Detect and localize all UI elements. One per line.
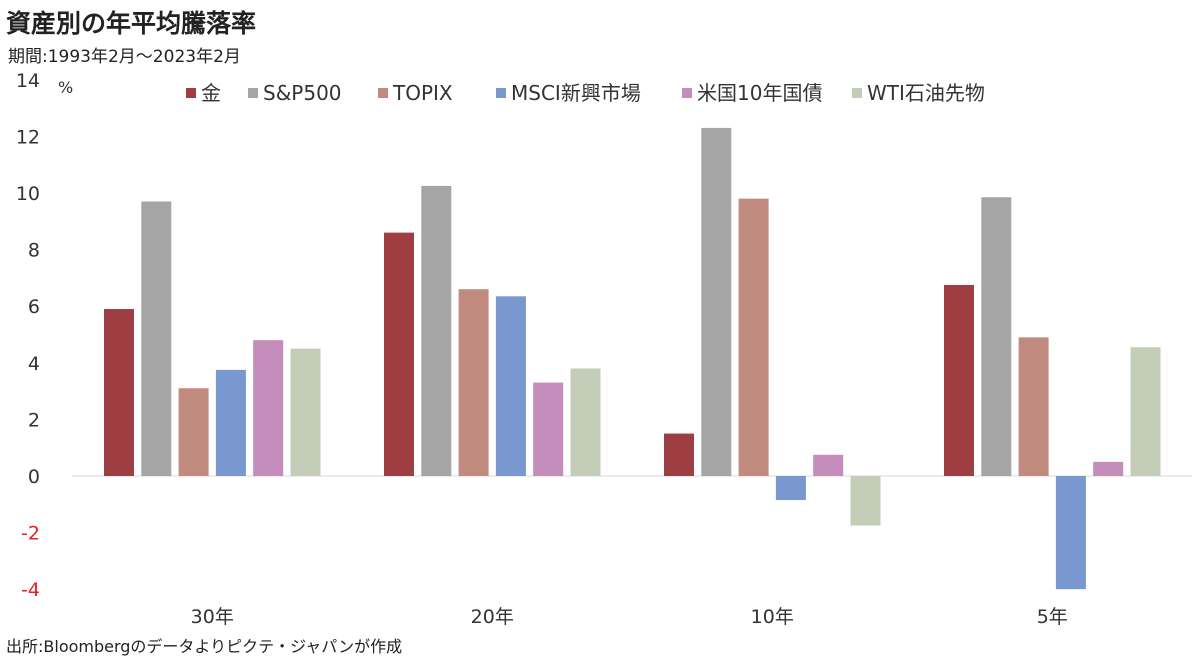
chart-title: 資産別の年平均騰落率	[6, 9, 257, 38]
legend-label: 米国10年国債	[697, 81, 822, 105]
bar-TOPIX-10年	[738, 198, 769, 476]
bar-WTI石油先物-20年	[570, 368, 601, 476]
y-tick-label: -2	[21, 523, 40, 545]
y-tick-label: 8	[28, 240, 40, 262]
bar-MSCI新興市場-30年	[215, 369, 246, 476]
bar-MSCI新興市場-5年	[1055, 476, 1086, 590]
y-tick-label: 12	[16, 126, 40, 148]
bar-MSCI新興市場-20年	[495, 296, 526, 476]
x-tick-label: 5年	[1037, 606, 1068, 628]
legend-swatch-WTI石油先物	[852, 88, 862, 98]
y-tick-label: 14	[16, 70, 40, 92]
bar-S&P500-5年	[981, 197, 1012, 476]
bar-S&P500-30年	[141, 201, 172, 477]
x-tick-label: 10年	[751, 606, 794, 628]
legend-swatch-TOPIX	[378, 88, 388, 98]
chart-source: 出所:Bloombergのデータよりピクテ・ジャパンが作成	[6, 637, 403, 656]
y-tick-label: 0	[28, 466, 40, 488]
x-tick-label: 30年	[191, 606, 234, 628]
bar-米国10年国債-10年	[813, 454, 844, 476]
chart-subtitle: 期間:1993年2月～2023年2月	[8, 47, 241, 67]
bar-金-10年	[664, 433, 694, 476]
y-tick-label: 2	[28, 409, 40, 431]
bar-S&P500-20年	[421, 185, 452, 477]
legend-label: WTI石油先物	[867, 81, 985, 105]
bar-WTI石油先物-10年	[850, 476, 881, 526]
bar-米国10年国債-5年	[1093, 461, 1124, 476]
y-axis-unit: %	[58, 78, 73, 97]
bar-TOPIX-20年	[458, 289, 489, 476]
legend-label: MSCI新興市場	[511, 81, 641, 105]
bar-WTI石油先物-30年	[290, 348, 321, 476]
bar-MSCI新興市場-10年	[775, 476, 806, 501]
x-tick-label: 20年	[471, 606, 514, 628]
bar-TOPIX-30年	[178, 388, 209, 476]
y-tick-label: 10	[16, 183, 40, 205]
bar-TOPIX-5年	[1018, 337, 1049, 476]
bar-米国10年国債-30年	[253, 340, 284, 476]
y-tick-label: 6	[28, 296, 40, 318]
legend-swatch-金	[186, 88, 196, 98]
legend-swatch-米国10年国債	[682, 88, 692, 98]
bar-S&P500-10年	[701, 127, 732, 476]
bar-WTI石油先物-5年	[1130, 347, 1161, 476]
bar-金-20年	[384, 232, 414, 476]
y-tick-label: 4	[28, 353, 40, 375]
legend-label: 金	[201, 81, 221, 105]
bar-金-5年	[944, 284, 974, 476]
bar-金-30年	[104, 309, 134, 476]
y-tick-label: -4	[21, 579, 40, 601]
legend-label: TOPIX	[392, 81, 453, 105]
bar-米国10年国債-20年	[533, 382, 564, 476]
legend-swatch-S&P500	[248, 88, 258, 98]
legend-swatch-MSCI新興市場	[496, 88, 506, 98]
legend-label: S&P500	[263, 81, 342, 105]
